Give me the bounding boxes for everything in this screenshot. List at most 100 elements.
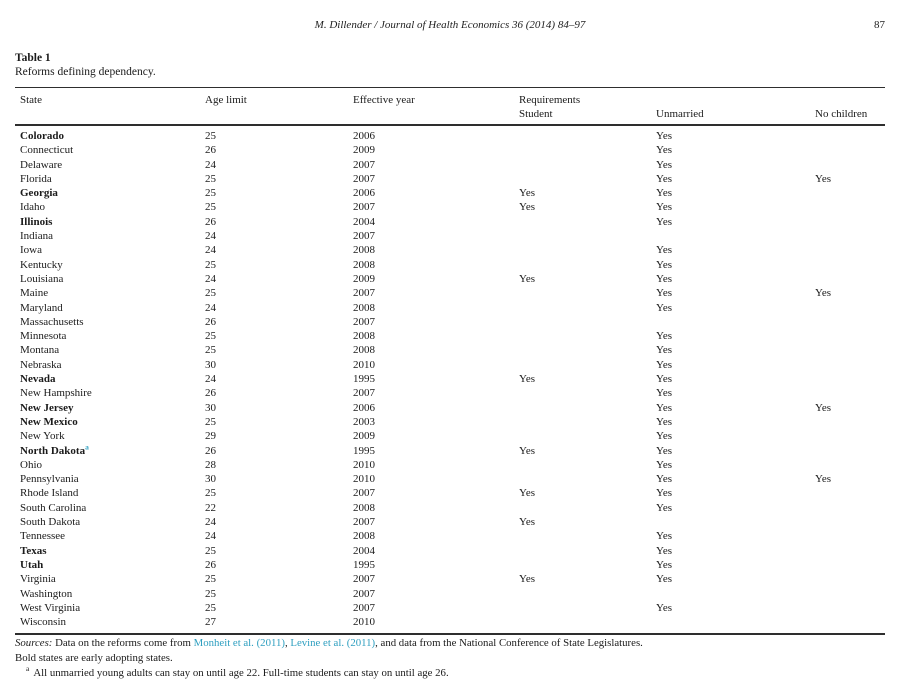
cell-unmarried: Yes (656, 458, 673, 471)
cell-effective-year: 2007 (353, 158, 375, 171)
cell-age-limit: 26 (205, 558, 216, 571)
table-row: Utah 26 1995 Yes (20, 558, 885, 572)
cell-effective-year: 2003 (353, 415, 375, 428)
cell-unmarried: Yes (656, 344, 673, 357)
cell-no-children (815, 272, 885, 286)
cell-state: Virginia (20, 573, 56, 586)
cell-student (519, 229, 656, 243)
cell-state: South Carolina (20, 501, 87, 514)
cell-unmarried: Yes (656, 201, 673, 214)
cell-effective-year: 2009 (353, 430, 375, 443)
table-caption-block: Table 1 Reforms defining dependency. (15, 51, 156, 79)
cell-student: Yes (519, 187, 536, 200)
cell-effective-year: 2006 (353, 130, 375, 142)
cell-age-limit: 27 (205, 616, 216, 629)
table-row: Louisiana 24 2009 Yes Yes (20, 272, 885, 286)
cell-effective-year: 2007 (353, 573, 375, 586)
cell-student (519, 143, 656, 157)
cell-age-limit: 26 (205, 444, 216, 457)
cell-state: Illinois (20, 215, 53, 228)
cell-state: Utah (20, 558, 44, 571)
cell-age-limit: 25 (205, 258, 216, 271)
cell-effective-year: 2007 (353, 601, 375, 614)
cell-no-children (815, 200, 885, 214)
cell-no-children (815, 386, 885, 400)
cell-unmarried (656, 587, 815, 601)
cell-age-limit: 25 (205, 487, 216, 500)
table-row: Indiana 24 2007 (20, 229, 885, 243)
cell-effective-year: 2010 (353, 458, 375, 471)
cell-effective-year: 2008 (353, 501, 375, 514)
cell-unmarried: Yes (656, 473, 673, 486)
header-effective-year: Effective year (353, 94, 415, 106)
cell-student (519, 472, 656, 486)
cell-age-limit: 30 (205, 473, 216, 486)
cell-unmarried: Yes (656, 544, 673, 557)
table-header-row-1: State Age limit Effective year Requireme… (20, 93, 885, 107)
cell-age-limit: 25 (205, 587, 216, 600)
citation-link-levine[interactable]: Levine et al. (2011) (290, 637, 376, 649)
cell-effective-year: 1995 (353, 373, 375, 386)
cell-no-children (815, 558, 885, 572)
cell-no-children (815, 143, 885, 157)
cell-age-limit: 24 (205, 158, 216, 171)
cell-no-children (815, 243, 885, 257)
cell-unmarried: Yes (656, 330, 673, 343)
cell-no-children (815, 501, 885, 515)
cell-state: Montana (20, 344, 60, 357)
cell-student: Yes (519, 444, 536, 457)
cell-effective-year: 2010 (353, 358, 375, 371)
cell-unmarried: Yes (656, 558, 673, 571)
cell-age-limit: 26 (205, 144, 216, 157)
cell-state: Louisiana (20, 272, 64, 285)
cell-state: Connecticut (20, 144, 74, 157)
cell-state: Indiana (20, 230, 53, 243)
cell-student: Yes (519, 201, 536, 214)
cell-unmarried: Yes (656, 573, 673, 586)
cell-state: Florida (20, 172, 52, 185)
table-row: Nevada 24 1995 Yes Yes (20, 372, 885, 386)
cell-state: New Mexico (20, 415, 78, 428)
cell-effective-year: 1995 (353, 444, 375, 457)
cell-no-children (815, 215, 885, 229)
cell-state: Washington (20, 587, 73, 600)
cell-effective-year: 2007 (353, 172, 375, 185)
table-row: Idaho 25 2007 Yes Yes (20, 200, 885, 214)
cell-unmarried (656, 315, 815, 329)
running-head: M. Dillender / Journal of Health Economi… (314, 19, 586, 31)
cell-age-limit: 24 (205, 530, 216, 543)
cell-no-children (815, 486, 885, 500)
cell-no-children (815, 515, 885, 529)
citation-link-monheit[interactable]: Monheit et al. (2011) (193, 637, 285, 649)
cell-no-children: Yes (815, 473, 832, 486)
cell-no-children (815, 129, 885, 143)
table-row: New York 29 2009 Yes (20, 429, 885, 443)
cell-age-limit: 24 (205, 230, 216, 243)
cell-age-limit: 24 (205, 272, 216, 285)
cell-no-children (815, 372, 885, 386)
cell-effective-year: 2008 (353, 330, 375, 343)
cell-age-limit: 29 (205, 430, 216, 443)
cell-state: Iowa (20, 244, 42, 257)
cell-unmarried: Yes (656, 358, 673, 371)
cell-no-children (815, 158, 885, 172)
cell-unmarried: Yes (656, 301, 673, 314)
table-row: Iowa 24 2008 Yes (20, 243, 885, 257)
cell-age-limit: 25 (205, 601, 216, 614)
table-header-row-2: Student Unmarried No children (20, 107, 885, 121)
cell-student: Yes (519, 272, 536, 285)
cell-no-children (815, 587, 885, 601)
cell-state: Idaho (20, 201, 46, 214)
cell-state: Maine (20, 287, 49, 300)
cell-state: Massachusetts (20, 315, 84, 328)
cell-state: Kentucky (20, 258, 63, 271)
cell-no-children: Yes (815, 287, 832, 300)
table-row: New Hampshire 26 2007 Yes (20, 386, 885, 400)
table-row: New Jersey 30 2006 Yes Yes (20, 401, 885, 415)
cell-age-limit: 22 (205, 501, 216, 514)
cell-effective-year: 2007 (353, 387, 375, 400)
cell-unmarried (656, 515, 815, 529)
cell-effective-year: 2007 (353, 230, 375, 243)
table-row: New Mexico 25 2003 Yes (20, 415, 885, 429)
